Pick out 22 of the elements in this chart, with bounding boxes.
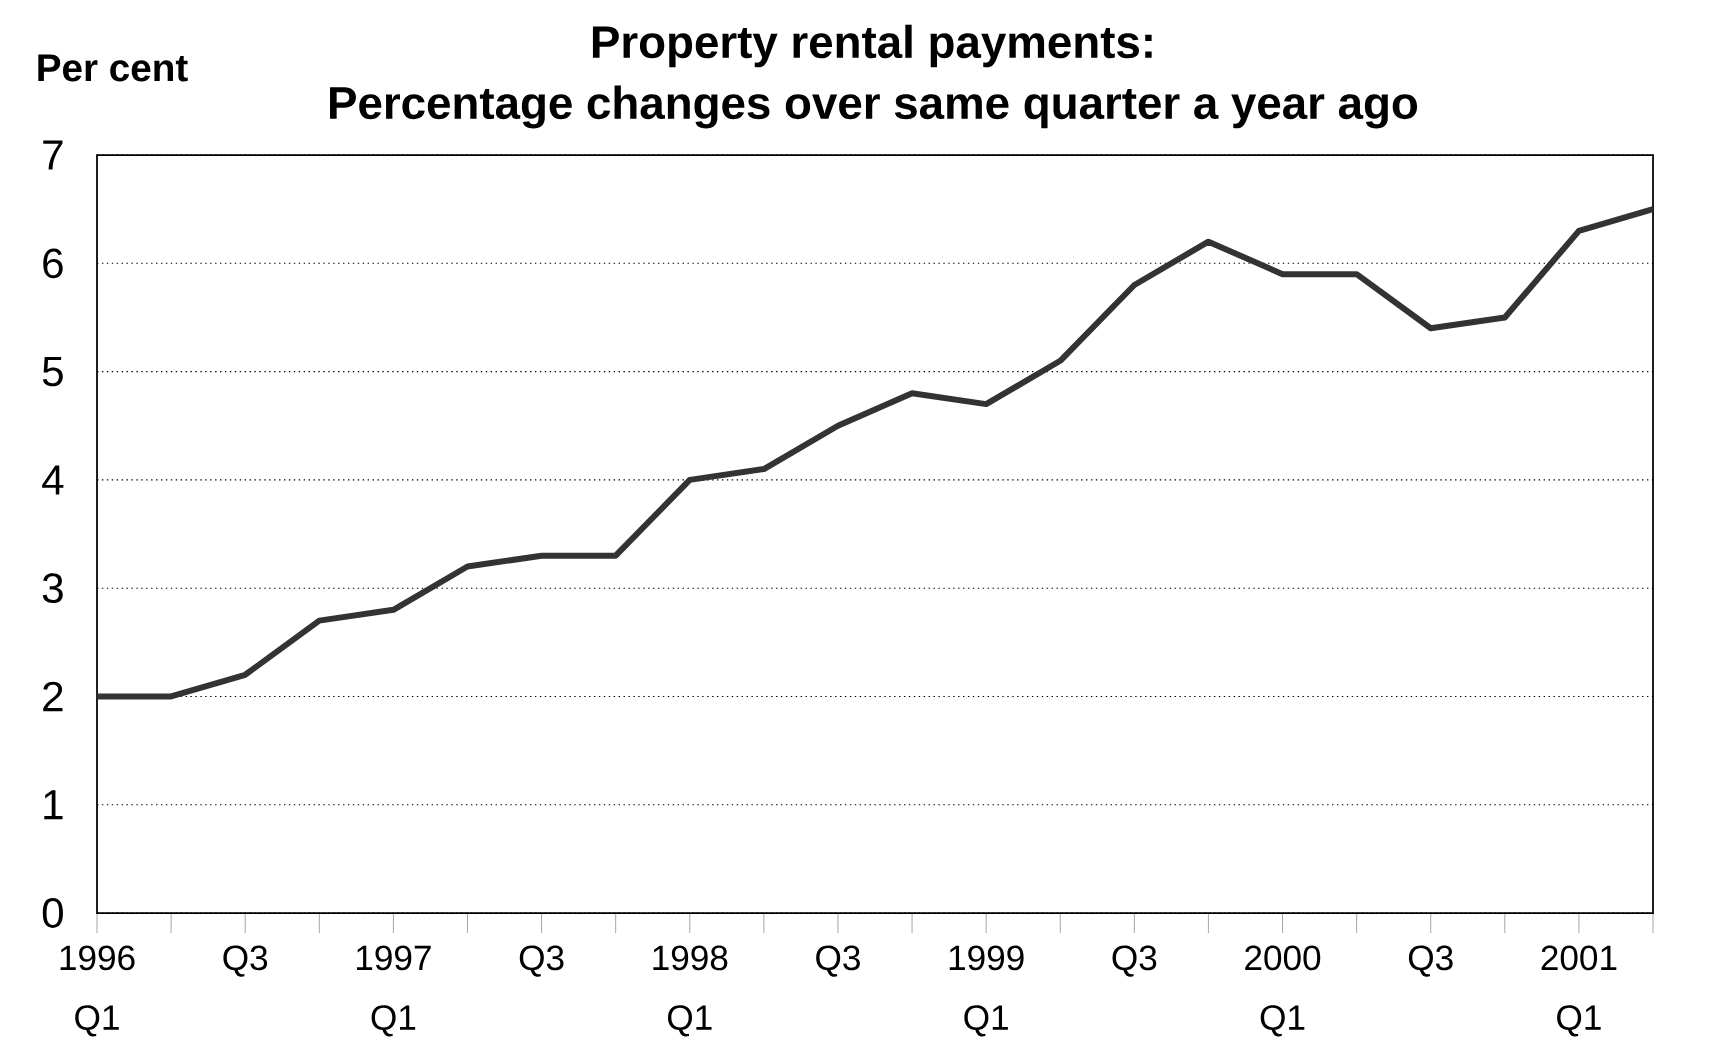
y-tick-label: 6 (43, 248, 63, 279)
x-tick-label: 1997 Q1 (357, 945, 431, 1037)
x-tick-label: Q3 (1112, 945, 1157, 977)
y-tick-label: 2 (43, 681, 63, 712)
x-tick-label: 1999 Q1 (949, 945, 1024, 1037)
y-axis-title: Per cent (38, 54, 188, 82)
y-tick-label: 7 (43, 140, 63, 170)
x-tick-label: Q3 (223, 945, 268, 977)
y-tick-label: 3 (42, 573, 63, 604)
x-tick-label: 1998 Q1 (653, 945, 728, 1037)
y-tick-label: 0 (42, 898, 63, 928)
x-tick-label: Q3 (816, 945, 860, 977)
y-tick-label: 4 (42, 465, 64, 495)
y-tick-label: 1 (44, 790, 63, 820)
y-tick-label: 5 (42, 356, 63, 387)
x-tick-label: 2001 Q1 (1541, 945, 1617, 1037)
x-tick-label: Q3 (1408, 945, 1453, 977)
x-tick-label: Q3 (519, 945, 564, 977)
x-tick-label: 2000 Q1 (1245, 945, 1321, 1037)
chart-title: Property rental payments: (592, 24, 1152, 68)
chart-subtitle: Percentage changes over same quarter a year ago (330, 85, 1418, 129)
x-tick-label: 1996 Q1 (60, 945, 135, 1037)
